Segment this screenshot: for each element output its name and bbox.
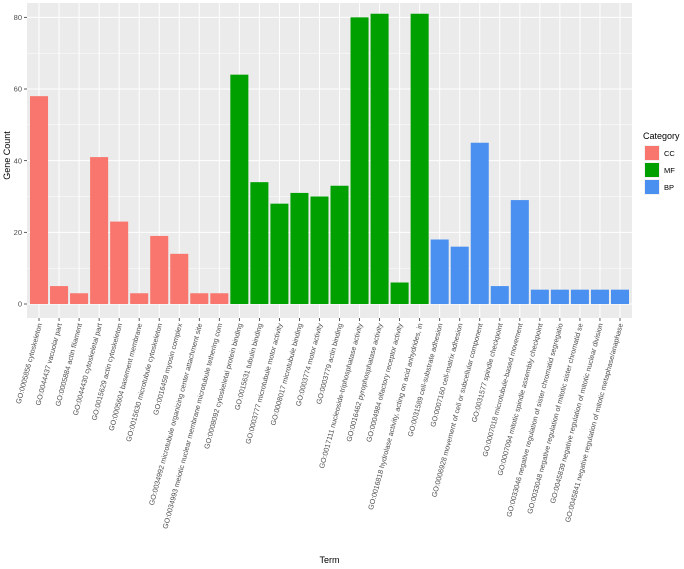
bars <box>30 13 629 305</box>
bar-bp <box>510 200 529 304</box>
bar-bp <box>450 246 469 304</box>
bar-mf <box>290 192 309 304</box>
bar-bp <box>590 289 609 304</box>
legend-swatch-bp <box>645 180 659 194</box>
y-axis-ticks: 0 20 40 60 80 <box>14 13 27 309</box>
bar-cc <box>90 157 109 304</box>
bar-mf <box>370 13 389 304</box>
legend-label-cc: CC <box>664 149 675 158</box>
bar-mf <box>310 196 329 304</box>
bar-mf <box>250 182 269 304</box>
y-tick-label: 0 <box>18 300 22 309</box>
bar-cc <box>130 293 149 304</box>
bar-cc <box>30 96 49 305</box>
y-tick-label: 60 <box>14 85 22 94</box>
bar-cc <box>150 235 169 304</box>
legend-title: Category <box>643 131 680 141</box>
legend: Category CC MF BP <box>643 131 680 195</box>
bar-cc <box>110 221 129 304</box>
bar-cc <box>190 293 209 304</box>
bar-mf <box>390 282 409 304</box>
legend-label-bp: BP <box>664 183 674 192</box>
bar-mf <box>330 185 349 304</box>
bar-mf <box>230 74 249 305</box>
bar-bp <box>610 289 629 304</box>
bar-bp <box>530 289 549 304</box>
bar-mf <box>410 13 429 304</box>
bar-mf <box>270 203 289 304</box>
y-axis-title: Gene Count <box>2 131 12 180</box>
bar-cc <box>70 293 89 304</box>
bar-bp <box>470 142 489 304</box>
bar-bp <box>550 289 569 304</box>
y-tick-label: 20 <box>14 228 22 237</box>
bar-mf <box>350 17 369 304</box>
bar-bp <box>490 286 509 304</box>
legend-swatch-mf <box>645 163 659 177</box>
y-tick-label: 80 <box>14 13 22 22</box>
bar-cc <box>170 253 189 304</box>
bar-bp <box>430 239 449 304</box>
x-axis-title: Term <box>320 555 340 565</box>
legend-swatch-cc <box>645 146 659 160</box>
y-tick-label: 40 <box>14 156 22 165</box>
bar-bp <box>570 289 589 304</box>
bar-cc <box>210 293 229 304</box>
bar-cc <box>50 286 69 304</box>
legend-label-mf: MF <box>664 166 675 175</box>
